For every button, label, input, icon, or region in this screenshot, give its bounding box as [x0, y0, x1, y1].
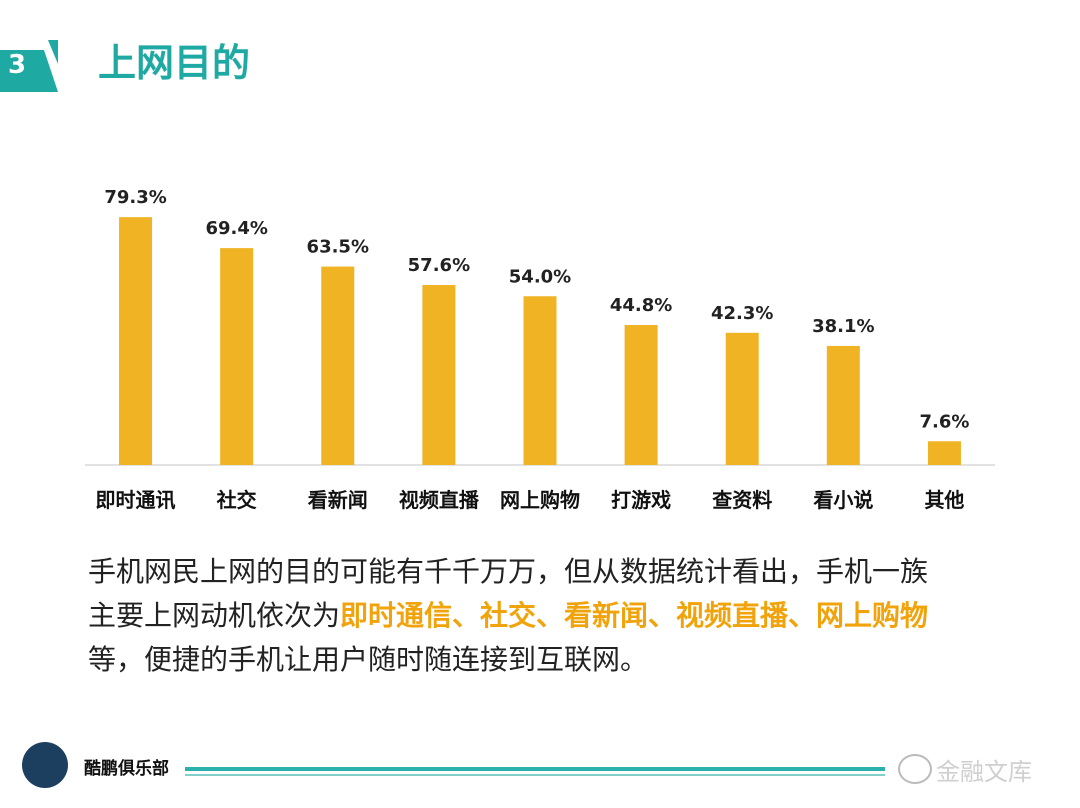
bar	[725, 332, 759, 465]
page-title: 上网目的	[98, 41, 251, 85]
category-label: 即时通讯	[96, 488, 176, 512]
caption-line-2-prefix: 主要上网动机依次为	[88, 599, 341, 632]
bar-value-label: 54.0%	[509, 266, 571, 287]
category-label: 查资料	[712, 488, 772, 512]
bird-logo-icon	[22, 742, 68, 788]
watermark-text: 金融文库	[936, 758, 1032, 786]
bar-value-label: 7.6%	[919, 411, 969, 432]
bar	[220, 248, 254, 465]
bar-value-label: 42.3%	[711, 303, 773, 324]
bar-value-label: 38.1%	[812, 316, 874, 337]
bar-chart: 79.3% 即时通讯 69.4% 社交 63.5% 看新闻 57.6% 视频直播 54.0% 网上…	[85, 187, 995, 512]
bar	[523, 296, 557, 465]
bar	[624, 325, 658, 465]
category-label: 看新闻	[308, 488, 368, 512]
bar	[927, 441, 961, 465]
section-number: 3	[8, 50, 27, 80]
category-label: 打游戏	[611, 488, 671, 512]
footer-divider-thin	[185, 774, 885, 776]
caption-highlight: 即时通信、社交、看新闻、视频直播、网上购物	[340, 599, 929, 632]
watermark: 金融文库	[898, 748, 1068, 788]
club-logo: 酷鹏俱乐部	[22, 740, 172, 790]
category-label: 其他	[924, 488, 964, 512]
wechat-icon	[898, 754, 932, 784]
club-logo-text: 酷鹏俱乐部	[84, 759, 169, 779]
header: 3	[0, 30, 320, 100]
footer-divider	[185, 767, 885, 771]
bar-value-label: 57.6%	[408, 255, 470, 276]
bar	[321, 266, 355, 465]
bar	[422, 285, 456, 465]
caption-line-1: 手机网民上网的目的可能有千千万万，但从数据统计看出，手机一族	[88, 555, 929, 588]
bar	[119, 217, 153, 465]
category-label: 视频直播	[399, 488, 480, 512]
category-label: 看小说	[813, 488, 873, 512]
caption-line-3: 等，便捷的手机让用户随时随连接到互联网。	[88, 643, 649, 676]
caption-line-2: 主要上网动机依次为即时通信、社交、看新闻、视频直播、网上购物	[88, 594, 1008, 638]
bar-value-label: 69.4%	[205, 218, 267, 239]
bar-value-label: 63.5%	[307, 237, 369, 258]
category-label: 社交	[216, 488, 257, 512]
bar	[826, 345, 860, 465]
caption: 手机网民上网的目的可能有千千万万，但从数据统计看出，手机一族 主要上网动机依次为…	[88, 550, 1008, 682]
bar-value-label: 79.3%	[104, 187, 166, 208]
section-number-badge	[0, 40, 58, 92]
category-label: 网上购物	[500, 488, 580, 512]
bar-value-label: 44.8%	[610, 295, 672, 316]
